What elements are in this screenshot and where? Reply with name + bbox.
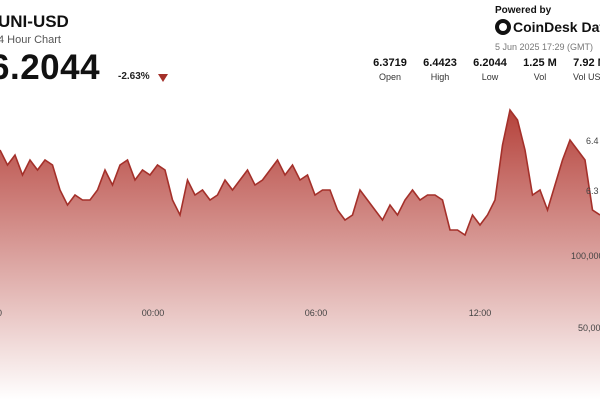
y-tick-label: 6.3 [586,186,599,196]
price-change: -2.63% [118,71,150,82]
stat-value: 6.3719 [373,57,407,69]
brand-logo[interactable]: CoinDesk Data [495,18,600,36]
coindesk-logo-icon [495,19,511,35]
y-tick-label: 6.4 [586,136,599,146]
stat-label: Open [378,72,402,82]
volume-tick-label: 100,000 [571,251,600,261]
price-line [0,108,600,237]
stat-volume: 1.25 M Vol [510,57,570,82]
x-tick-label: 00:00 [142,308,165,318]
volume-tick-label: 50,000 [578,323,600,333]
current-price: 6.2044 [0,48,101,87]
stat-value: 6.2044 [473,57,507,69]
stat-value: 6.4423 [423,57,457,69]
chart-interval: 4 Hour Chart [0,34,61,46]
stat-label: Low [481,72,499,82]
stat-volume-usd: 7.92 M Vol USD [560,57,600,82]
x-tick-label: 12:00 [469,308,492,318]
stat-label: Vol USD [572,72,600,82]
timestamp: 5 Jun 2025 17:29 (GMT) [495,42,594,52]
down-arrow-icon [158,74,168,82]
stat-value: 1.25 M [523,57,557,69]
x-tick-label: 06:00 [305,308,328,318]
stat-low: 6.2044 Low [460,57,520,82]
pair-title: UNI-USD [0,12,69,31]
price-area [0,110,600,400]
axis-ticks: 00:00 06:00 12:00 00 6.4 6.3 100,000 50,000 [0,136,600,333]
powered-by-label: Powered by [495,5,552,16]
brand-name: CoinDesk Data [513,19,600,35]
stat-label: High [430,72,450,82]
stat-label: Vol [533,72,547,82]
x-tick-label: 00 [0,308,2,318]
stat-open: 6.3719 Open [360,57,420,82]
stat-value: 7.92 M [573,57,600,69]
stat-high: 6.4423 High [410,57,470,82]
